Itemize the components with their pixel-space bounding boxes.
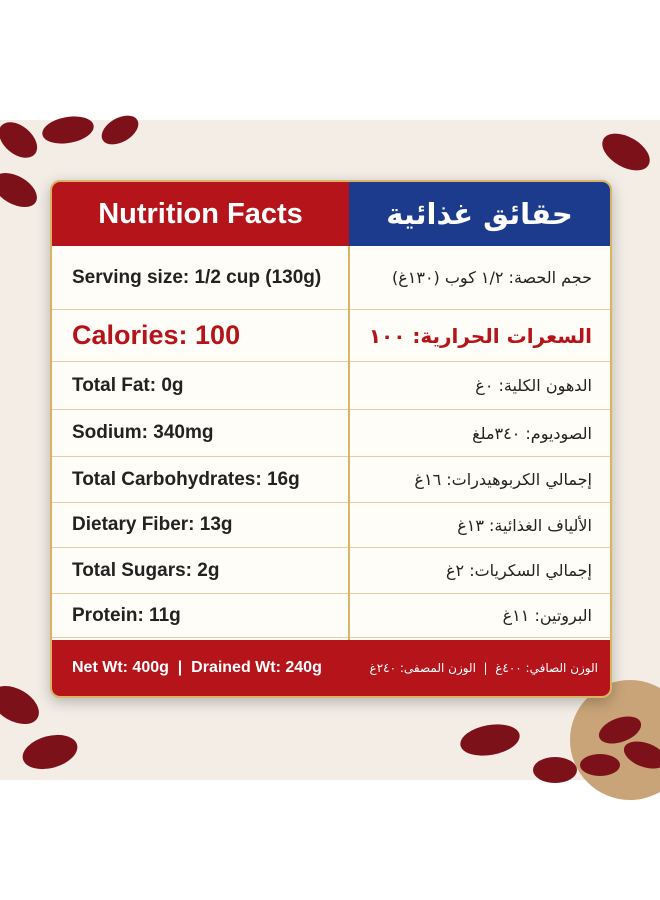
nutrient-row: Total Carbohydrates: 16g إجمالي الكربوهيد… (52, 457, 610, 503)
nutrient-row: Total Sugars: 2g إجمالي السكريات: ٢غ (52, 548, 610, 594)
label-en: Sodium: 340mg (72, 422, 214, 443)
beans (0, 115, 660, 800)
divider (348, 246, 350, 640)
label-ar: السعرات الحرارية: ١٠٠ (368, 323, 592, 348)
label-en: Total Sugars: 2g (72, 559, 220, 581)
label-en: Serving size: 1/2 cup (130g) (72, 266, 322, 288)
label-ar: الصوديوم: ٣٤٠ملغ (472, 423, 592, 443)
nutrient-row: Serving size: 1/2 cup (130g) حجم الحصة: ١… (52, 246, 610, 310)
label-en: Dietary Fiber: 13g (72, 514, 233, 535)
footer: Net Wt: 400g | Drained Wt: 240g الوزن ال… (52, 640, 610, 696)
label-en: Calories: 100 (72, 320, 241, 350)
label-ar: الدهون الكلية: ٠غ (475, 376, 592, 395)
nutrient-row: Dietary Fiber: 13g الألياف الغذائية: ١٣غ (52, 503, 610, 548)
label-ar: إجمالي الكربوهيدرات: ١٦غ (414, 470, 592, 489)
nutrient-row: Sodium: 340mg الصوديوم: ٣٤٠ملغ (52, 410, 610, 457)
label-en: Total Fat: 0g (72, 374, 184, 396)
nutrient-row: Total Fat: 0g الدهون الكلية: ٠غ (52, 362, 610, 410)
label-ar: الألياف الغذائية: ١٣غ (457, 515, 592, 535)
label-en: Protein: 11g (72, 604, 181, 626)
label-ar: إجمالي السكريات: ٢غ (445, 561, 592, 580)
nutrient-row: Calories: 100 السعرات الحرارية: ١٠٠ (52, 310, 610, 362)
label-ar: حجم الحصة: ١/٢ كوب (١٣٠غ) (391, 268, 592, 287)
header-en: Nutrition Facts (52, 182, 349, 246)
header-ar: حقائق غذائية (349, 182, 610, 246)
footer-en: Net Wt: 400g | Drained Wt: 240g (72, 659, 322, 676)
nutrition-card: Nutrition Facts حقائق غذائية Serving siz… (50, 180, 612, 698)
nutrient-row: Protein: 11g البروتين: ١١غ (52, 594, 610, 638)
footer-ar: الوزن الصافي: ٤٠٠غ | الوزن المصفى: ٢٤٠غ (369, 661, 598, 675)
label-ar: البروتين: ١١غ (502, 606, 592, 625)
label-en: Total Carbohydrates: 16g (72, 468, 300, 490)
